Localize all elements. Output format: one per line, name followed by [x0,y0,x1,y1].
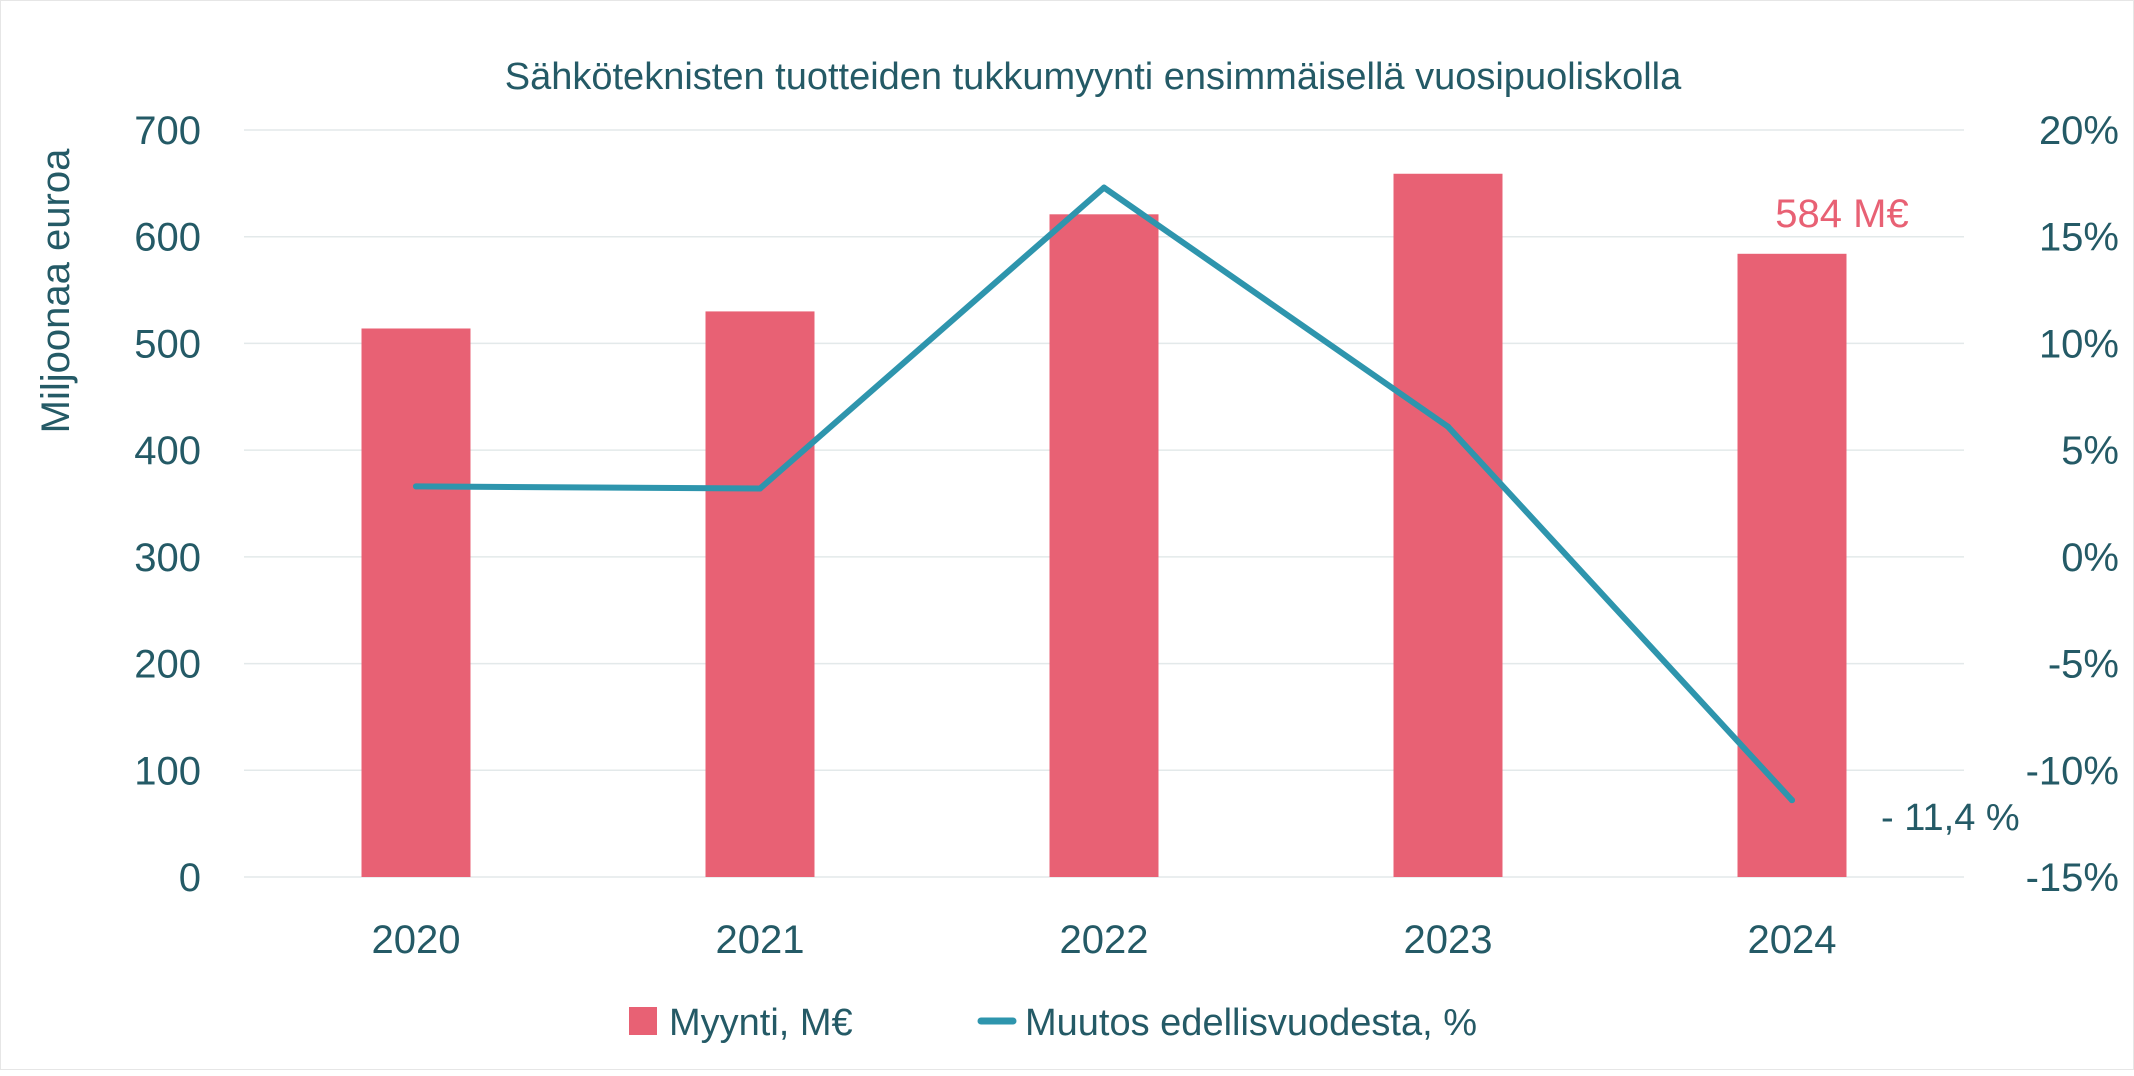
bar [361,328,471,877]
x-tick-label: 2021 [716,918,805,962]
bar [1393,173,1503,877]
y2-tick-label: 15% [2039,216,2119,260]
y-tick-label: 700 [134,109,201,153]
y2-tick-label: 20% [2039,109,2119,153]
y2-tick-label: -5% [2048,643,2119,687]
y2-tick-label: 0% [2061,536,2119,580]
y-tick-label: 400 [134,429,201,473]
line-layer [413,184,1795,804]
y-tick-label: 100 [134,749,201,793]
line-data-label: - 11,4 % [1881,797,2020,839]
y-axis-label: Miljoonaa euroa [34,148,78,433]
y-tick-label: 500 [134,322,201,366]
bar [1737,253,1847,877]
y-tick-label: 0 [179,856,201,900]
line-point [1789,797,1795,804]
legend-line-label: Muutos edellisvuodesta, % [1025,1002,1477,1044]
bar-data-label: 584 M€ [1775,192,1908,236]
line-point [413,483,419,490]
x-axis: 2020 2021 2022 2023 2024 [372,918,1837,962]
x-tick-label: 2022 [1060,918,1149,962]
y2-tick-label: -10% [2026,749,2119,793]
bars-layer [361,173,1847,877]
line-point [1445,423,1451,430]
legend-bar-label: Myynti, M€ [669,1002,853,1044]
x-tick-label: 2024 [1748,918,1837,962]
right-axis: -15% -10% -5% 0% 5% 10% 15% 20% [2026,109,2119,900]
chart-title: Sähköteknisten tuotteiden tukkumyynti en… [505,56,1682,98]
x-tick-label: 2023 [1404,918,1493,962]
legend: Myynti, M€ Muutos edellisvuodesta, % [629,1002,1477,1044]
y2-tick-label: 5% [2061,429,2119,473]
y2-tick-label: 10% [2039,322,2119,366]
legend-bar-swatch [629,1007,657,1035]
line-point [1101,184,1107,191]
y-tick-label: 600 [134,216,201,260]
bar [1049,214,1159,877]
bar [705,311,815,877]
y-tick-label: 300 [134,536,201,580]
line-point [757,485,763,492]
y2-tick-label: -15% [2026,856,2119,900]
y-tick-label: 200 [134,643,201,687]
left-axis: 0 100 200 300 400 500 600 700 [134,109,201,900]
x-tick-label: 2020 [372,918,461,962]
